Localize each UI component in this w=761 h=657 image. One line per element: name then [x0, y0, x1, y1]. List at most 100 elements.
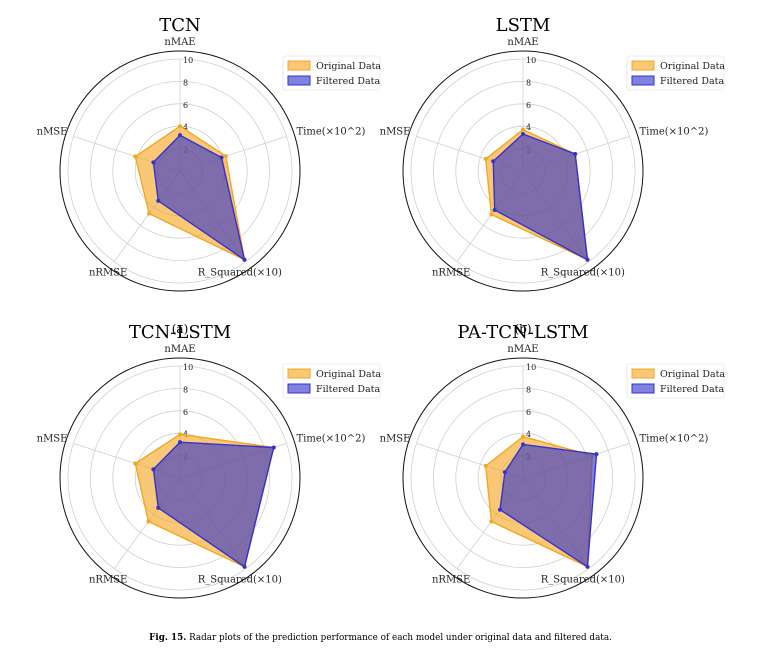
legend-label-original-data: Original Data — [660, 61, 725, 72]
axis-label-time-10-2: Time(×10^2) — [297, 126, 366, 137]
legend: Original Data Filtered Data — [626, 55, 725, 91]
rtick-label-10: 10 — [183, 363, 193, 372]
subfigure-label: (b) — [514, 322, 531, 336]
subfigure-label: (d) — [514, 629, 531, 630]
radar-chart-lstm: 246810nMAETime(×10^2)R_Squared(×10)nRMSE… — [380, 15, 726, 336]
legend-swatch-original-data — [287, 60, 311, 71]
radar-chart-pa-tcn-lstm: 246810nMAETime(×10^2)R_Squared(×10)nRMSE… — [380, 322, 726, 630]
axis-label-nmse: nMSE — [37, 433, 68, 444]
point-filtered-data-nmse — [502, 470, 507, 475]
legend-label-filtered-data: Filtered Data — [660, 76, 724, 87]
series-filtered-data-area — [492, 133, 589, 262]
rtick-label-8: 8 — [526, 78, 531, 87]
point-original-data-nrmse — [489, 519, 494, 524]
rtick-label-8: 8 — [183, 385, 188, 394]
axis-label-nmae: nMAE — [507, 37, 538, 48]
rtick-label-10: 10 — [183, 56, 193, 65]
point-filtered-data-nrmse — [492, 207, 497, 212]
point-filtered-data-time-10-2 — [594, 452, 599, 457]
point-filtered-data-nmse — [151, 160, 156, 165]
point-filtered-data-r-squared-10 — [242, 564, 247, 569]
point-original-data-nrmse — [147, 211, 152, 216]
axis-label-r-squared-10: R_Squared(×10) — [541, 575, 625, 586]
point-filtered-data-time-10-2 — [573, 152, 578, 157]
point-filtered-data-nmae — [521, 132, 525, 137]
point-filtered-data-nrmse — [156, 505, 161, 510]
point-original-data-nmae — [521, 127, 525, 132]
legend-swatch-filtered-data — [631, 75, 655, 86]
series-filtered-data-area — [152, 134, 246, 262]
legend: Original Data Filtered Data — [282, 55, 381, 91]
legend-label-original-data: Original Data — [316, 61, 381, 72]
point-original-data-nmse — [483, 156, 488, 161]
axis-label-r-squared-10: R_Squared(×10) — [198, 268, 282, 279]
legend-swatch-original-data — [287, 368, 311, 379]
legend-label-filtered-data: Filtered Data — [316, 76, 380, 87]
rtick-label-6: 6 — [183, 101, 188, 110]
axis-label-nmae: nMAE — [164, 37, 195, 48]
rtick-label-6: 6 — [526, 101, 531, 110]
rtick-label-6: 6 — [183, 408, 188, 417]
point-filtered-data-r-squared-10 — [585, 257, 590, 262]
axis-label-r-squared-10: R_Squared(×10) — [198, 575, 282, 586]
axis-label-time-10-2: Time(×10^2) — [297, 433, 366, 444]
outer-frame-ring — [402, 50, 644, 292]
point-filtered-data-nrmse — [497, 507, 502, 512]
rtick-label-10: 10 — [526, 56, 536, 65]
rtick-label-4: 4 — [526, 123, 531, 132]
point-filtered-data-r-squared-10 — [585, 564, 590, 569]
point-original-data-nmse — [133, 461, 138, 466]
axis-label-r-squared-10: R_Squared(×10) — [541, 268, 625, 279]
chart-title: TCN — [159, 15, 201, 36]
caption-text: Radar plots of the prediction performanc… — [186, 633, 612, 643]
point-filtered-data-nmae — [178, 440, 182, 445]
legend-swatch-filtered-data — [631, 383, 655, 394]
axis-label-nrmse: nRMSE — [432, 575, 470, 586]
axis-label-nmse: nMSE — [37, 126, 68, 137]
rtick-label-4: 4 — [183, 123, 188, 132]
outer-frame-ring — [402, 357, 644, 599]
legend: Original Data Filtered Data — [626, 363, 725, 399]
series-filtered-data-area — [152, 441, 275, 568]
outer-frame-ring — [59, 50, 301, 292]
axis-label-time-10-2: Time(×10^2) — [640, 433, 709, 444]
legend-label-original-data: Original Data — [660, 369, 725, 380]
point-original-data-nrmse — [146, 519, 151, 524]
axis-label-nmae: nMAE — [164, 344, 195, 355]
axis-label-time-10-2: Time(×10^2) — [640, 126, 709, 137]
series-filtered-data-area — [499, 443, 598, 569]
point-filtered-data-nrmse — [156, 198, 161, 203]
legend-swatch-original-data — [631, 368, 655, 379]
axis-label-nrmse: nRMSE — [89, 575, 127, 586]
legend-label-filtered-data: Filtered Data — [316, 384, 380, 395]
point-original-data-nmae — [521, 434, 525, 439]
point-original-data-nmse — [483, 463, 488, 468]
radar-chart-tcn: 246810nMAETime(×10^2)R_Squared(×10)nRMSE… — [37, 15, 382, 336]
legend-label-original-data: Original Data — [316, 369, 381, 380]
chart-title: TCN-LSTM — [129, 322, 231, 343]
rtick-label-8: 8 — [526, 385, 531, 394]
legend: Original Data Filtered Data — [282, 363, 381, 399]
caption-prefix: Fig. 15. — [149, 633, 187, 643]
chart-title: PA-TCN-LSTM — [457, 322, 588, 343]
point-filtered-data-nmse — [151, 467, 156, 472]
rtick-label-8: 8 — [183, 78, 188, 87]
chart-title: LSTM — [496, 15, 551, 36]
legend-label-filtered-data: Filtered Data — [660, 384, 724, 395]
axis-label-nrmse: nRMSE — [432, 268, 470, 279]
axis-label-nrmse: nRMSE — [89, 268, 127, 279]
point-original-data-nmae — [178, 432, 182, 437]
axis-label-nmae: nMAE — [507, 344, 538, 355]
rtick-label-4: 4 — [526, 430, 531, 439]
rtick-label-6: 6 — [526, 408, 531, 417]
point-filtered-data-nmse — [491, 159, 496, 164]
radar-chart-tcn-lstm: 246810nMAETime(×10^2)R_Squared(×10)nRMSE… — [37, 322, 382, 630]
point-original-data-nmae — [178, 124, 182, 129]
point-filtered-data-nmae — [521, 442, 525, 447]
point-filtered-data-time-10-2 — [271, 445, 276, 450]
point-original-data-time-10-2 — [223, 154, 228, 159]
figure-caption: Fig. 15. Radar plots of the prediction p… — [0, 633, 761, 643]
outer-frame-ring — [59, 357, 301, 599]
axis-label-nmse: nMSE — [380, 126, 411, 137]
